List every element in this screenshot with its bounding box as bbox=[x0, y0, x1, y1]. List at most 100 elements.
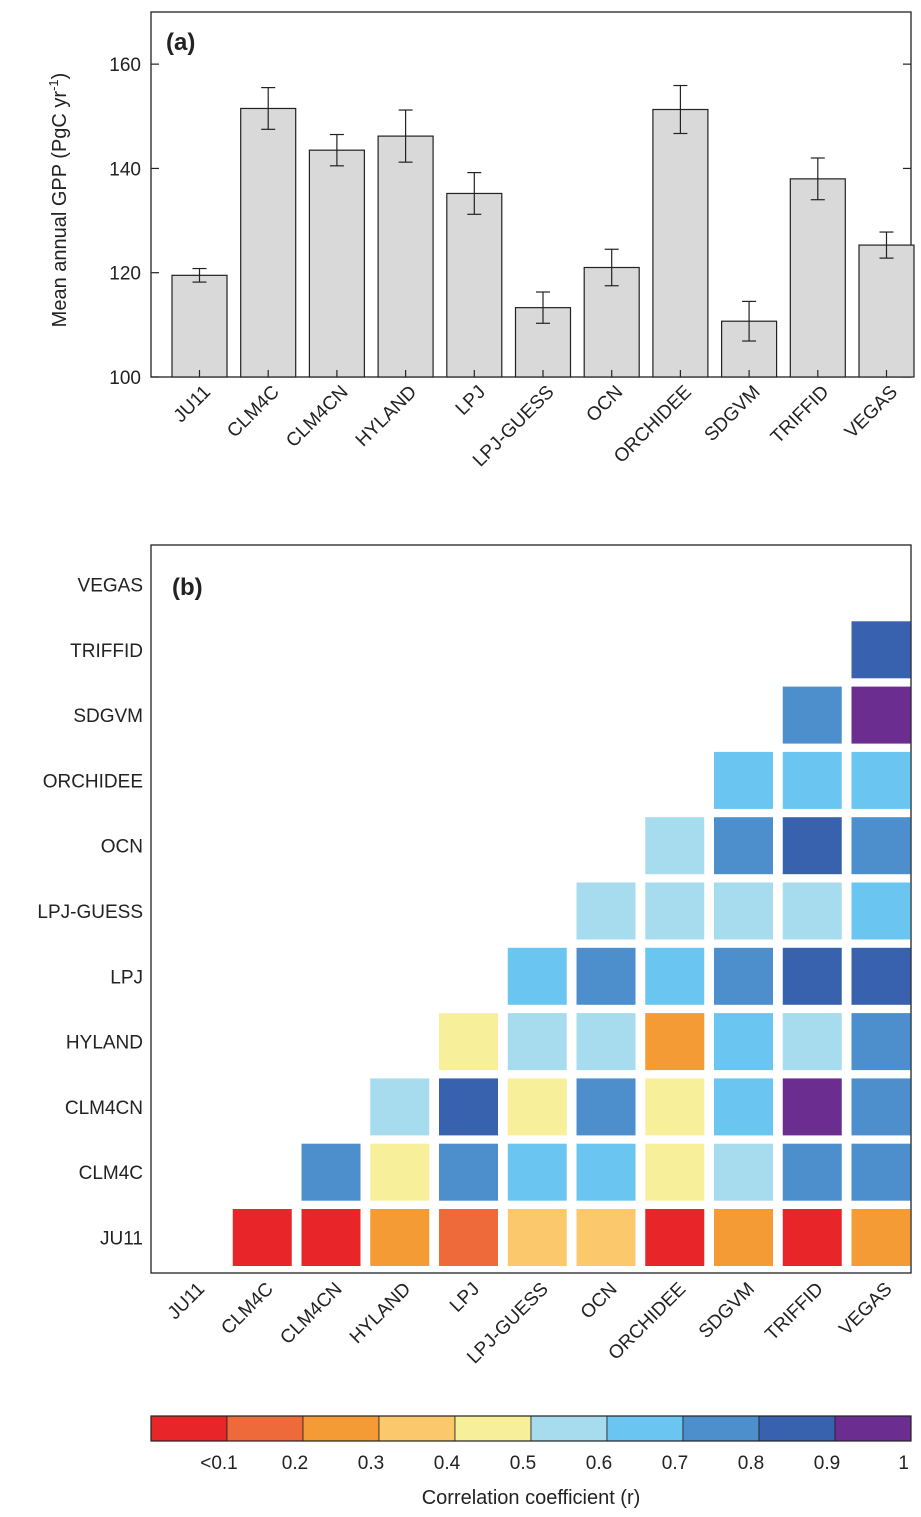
heatmap-cell bbox=[645, 1143, 705, 1201]
bar bbox=[446, 192, 503, 378]
heatmap-cell bbox=[507, 947, 567, 1005]
colorbar-bin bbox=[454, 1415, 532, 1442]
heatmap-cell bbox=[576, 1209, 636, 1266]
bar bbox=[789, 178, 846, 378]
heatmap-cell bbox=[851, 947, 911, 1005]
heatmap-cell bbox=[301, 1209, 361, 1266]
heatmap-cell bbox=[851, 817, 911, 875]
heatmap-x-tick-label: SDGVM bbox=[695, 1279, 759, 1343]
heatmap-cell bbox=[714, 1013, 773, 1071]
heatmap-y-tick-labels: JU11 CLM4C CLM4CN HYLAND LPJ LPJ-GUESS OCN ORCH… bbox=[37, 576, 143, 1250]
bar bbox=[652, 108, 709, 378]
heatmap-cell bbox=[782, 1209, 842, 1266]
colorbar-bins bbox=[150, 1415, 912, 1442]
colorbar-tick-label: 0.5 bbox=[510, 1453, 536, 1474]
colorbar-bin bbox=[378, 1415, 456, 1442]
y-tick-label: 100 bbox=[109, 368, 141, 389]
heatmap-cell bbox=[782, 1078, 842, 1136]
heatmap-cell bbox=[439, 1013, 498, 1071]
colorbar-tick-label: 0.8 bbox=[738, 1453, 764, 1474]
heatmap-cell bbox=[782, 1143, 842, 1201]
heatmap-cell bbox=[645, 947, 705, 1005]
heatmap-cell bbox=[576, 947, 636, 1005]
heatmap-cell bbox=[851, 751, 911, 809]
bar-chart-bars bbox=[171, 84, 915, 378]
x-tick-label: CLM4C bbox=[223, 382, 283, 442]
x-tick-label: JU11 bbox=[170, 382, 215, 427]
panel-b-label: (b) bbox=[172, 574, 203, 601]
heatmap-cell bbox=[507, 1013, 567, 1071]
heatmap-cell bbox=[301, 1143, 361, 1201]
heatmap-cell bbox=[645, 882, 705, 940]
colorbar-tick-label: 0.4 bbox=[434, 1453, 461, 1474]
heatmap-y-tick-label: SDGVM bbox=[73, 706, 143, 727]
x-tick-label: CLM4CN bbox=[282, 382, 352, 452]
heatmap-cell bbox=[851, 1013, 911, 1071]
y-tick-label: 140 bbox=[109, 159, 141, 180]
colorbar: <0.1 0.2 0.3 0.4 0.5 0.6 0.7 0.8 0.9 1 Correlatio… bbox=[150, 1415, 912, 1509]
heatmap-x-tick-label: TRIFFID bbox=[761, 1279, 827, 1345]
heatmap-y-tick-label: CLM4CN bbox=[65, 1098, 143, 1119]
y-tick-label: 120 bbox=[109, 264, 141, 285]
heatmap-cell bbox=[782, 817, 842, 875]
bar-chart-panel: (a) Mean annual GPP (PgC yr-1) 100 120 140… bbox=[46, 11, 915, 472]
colorbar-tick-label: 0.6 bbox=[586, 1453, 612, 1474]
x-tick-label: SDGVM bbox=[701, 382, 765, 446]
colorbar-tick-label: 0.9 bbox=[814, 1453, 840, 1474]
heatmap-cell bbox=[645, 1209, 705, 1266]
heatmap-y-tick-label: LPJ-GUESS bbox=[37, 902, 143, 923]
heatmap-cell bbox=[851, 882, 911, 940]
heatmap-cell bbox=[714, 1143, 773, 1201]
y-axis-label-superscript: -1 bbox=[46, 79, 61, 91]
heatmap-x-tick-label: CLM4CN bbox=[276, 1279, 346, 1349]
colorbar-bin bbox=[226, 1415, 304, 1442]
heatmap-cell bbox=[370, 1209, 430, 1266]
heatmap-cell bbox=[851, 1209, 911, 1266]
heatmap-cell bbox=[714, 751, 773, 809]
heatmap-cell bbox=[370, 1143, 430, 1201]
heatmap-cell bbox=[507, 1143, 567, 1201]
colorbar-tick-label: 0.2 bbox=[282, 1453, 308, 1474]
heatmap-cell bbox=[782, 947, 842, 1005]
heatmap-frame bbox=[150, 544, 912, 1274]
heatmap-cell bbox=[232, 1209, 292, 1266]
heatmap-y-tick-label: CLM4C bbox=[79, 1163, 143, 1184]
x-tick-label: LPJ bbox=[452, 382, 490, 420]
heatmap-cell bbox=[782, 686, 842, 744]
bar bbox=[858, 244, 915, 378]
heatmap-y-tick-label: ORCHIDEE bbox=[43, 771, 143, 792]
heatmap-cell bbox=[507, 1078, 567, 1136]
heatmap-cell bbox=[507, 1209, 567, 1266]
colorbar-tick-labels: <0.1 0.2 0.3 0.4 0.5 0.6 0.7 0.8 0.9 1 bbox=[200, 1453, 909, 1474]
heatmap-cell bbox=[439, 1078, 498, 1136]
colorbar-bin bbox=[530, 1415, 608, 1442]
colorbar-tick-label: <0.1 bbox=[200, 1453, 238, 1474]
x-tick-label: TRIFFID bbox=[767, 382, 833, 448]
bar-chart-y-ticks: 100 120 140 160 bbox=[109, 55, 911, 389]
heatmap-cell bbox=[370, 1078, 430, 1136]
heatmap-cell bbox=[645, 1078, 705, 1136]
x-tick-label: OCN bbox=[583, 382, 628, 427]
bar bbox=[308, 149, 365, 378]
heatmap-cell bbox=[714, 817, 773, 875]
bar bbox=[171, 274, 228, 378]
heatmap-x-tick-label: OCN bbox=[577, 1279, 622, 1324]
colorbar-bin bbox=[758, 1415, 836, 1442]
heatmap-y-tick-label: VEGAS bbox=[78, 576, 143, 597]
y-axis-label-main: Mean annual GPP (PgC yr bbox=[49, 91, 71, 328]
heatmap-cell bbox=[851, 1078, 911, 1136]
heatmap-x-tick-label: VEGAS bbox=[835, 1279, 896, 1340]
heatmap-panel: (b) JU11CLM4CCLM4CNHYLANDLPJLPJ-GUESSOCN… bbox=[37, 544, 912, 1369]
colorbar-bin bbox=[150, 1415, 228, 1442]
x-tick-label: VEGAS bbox=[841, 382, 902, 443]
heatmap-cell bbox=[714, 947, 773, 1005]
x-tick-label: HYLAND bbox=[352, 382, 421, 451]
colorbar-bin bbox=[682, 1415, 760, 1442]
colorbar-tick-label: 0.7 bbox=[662, 1453, 688, 1474]
heatmap-cells bbox=[232, 621, 911, 1266]
colorbar-frame bbox=[150, 1415, 912, 1442]
heatmap-cell bbox=[645, 817, 705, 875]
